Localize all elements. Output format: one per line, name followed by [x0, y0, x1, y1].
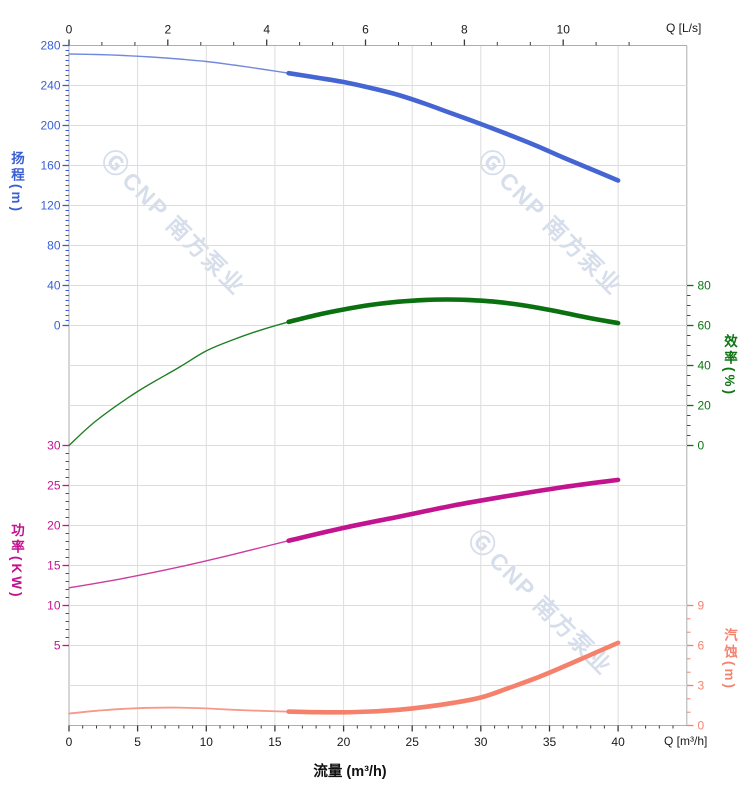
svg-text:20: 20 — [337, 735, 351, 749]
svg-text:6: 6 — [362, 23, 369, 37]
bottom-axis-unit-label: Q [m³/h] — [664, 734, 708, 748]
svg-text:0: 0 — [66, 735, 73, 749]
svg-text:25: 25 — [406, 735, 420, 749]
svg-text:0: 0 — [698, 719, 705, 733]
svg-text:80: 80 — [47, 239, 61, 253]
top-axis-unit-label: Q [L/s] — [666, 21, 702, 35]
power-axis-title: 功率(KW) — [9, 523, 24, 600]
head-axis-title: 扬程(m) — [9, 151, 24, 214]
svg-text:4: 4 — [263, 23, 270, 37]
svg-text:0: 0 — [66, 23, 73, 37]
svg-text:0: 0 — [698, 439, 705, 453]
svg-text:10: 10 — [200, 735, 214, 749]
svg-text:25: 25 — [47, 479, 61, 493]
head-curve — [68, 53, 621, 183]
svg-text:80: 80 — [698, 279, 712, 293]
efficiency-curve-duty — [286, 297, 621, 326]
power-axis: 30 25 20 15 10 5 — [47, 439, 69, 653]
svg-text:240: 240 — [40, 79, 60, 93]
svg-text:10: 10 — [47, 599, 61, 613]
svg-text:5: 5 — [134, 735, 141, 749]
svg-text:60: 60 — [698, 319, 712, 333]
gridlines — [68, 45, 688, 726]
svg-text:120: 120 — [40, 199, 60, 213]
svg-text:30: 30 — [47, 439, 61, 453]
npsh-axis-title: 汽蚀(m) — [722, 628, 737, 691]
head-curve-duty — [286, 70, 621, 183]
bottom-axis: 0 5 10 15 20 25 30 35 40 — [66, 725, 674, 749]
efficiency-axis-title: 效率(%) — [722, 334, 737, 397]
svg-text:40: 40 — [611, 735, 625, 749]
svg-text:200: 200 — [40, 119, 60, 133]
svg-text:160: 160 — [40, 159, 60, 173]
x-axis-title: 流量 (m³/h) — [313, 764, 387, 780]
svg-text:280: 280 — [40, 39, 60, 53]
svg-text:40: 40 — [47, 279, 61, 293]
svg-text:20: 20 — [47, 519, 61, 533]
svg-text:10: 10 — [557, 23, 571, 37]
power-curve — [68, 477, 621, 589]
power-curve-duty — [286, 477, 621, 543]
svg-text:20: 20 — [698, 399, 712, 413]
svg-text:0: 0 — [54, 319, 61, 333]
top-axis: 0 2 4 6 8 10 — [66, 23, 630, 46]
svg-text:6: 6 — [698, 639, 705, 653]
npsh-curve-duty — [286, 640, 621, 715]
efficiency-curve — [68, 297, 621, 447]
svg-text:8: 8 — [461, 23, 468, 37]
npsh-curve — [68, 640, 621, 715]
svg-text:15: 15 — [47, 559, 61, 573]
head-axis: 280 240 200 160 120 80 40 0 — [40, 39, 69, 333]
efficiency-axis: 80 60 40 20 0 — [687, 279, 711, 453]
svg-text:40: 40 — [698, 359, 712, 373]
svg-text:35: 35 — [543, 735, 557, 749]
svg-text:3: 3 — [698, 679, 705, 693]
svg-text:15: 15 — [268, 735, 282, 749]
svg-text:30: 30 — [474, 735, 488, 749]
svg-text:5: 5 — [54, 639, 61, 653]
svg-text:2: 2 — [164, 23, 171, 37]
npsh-axis: 9 6 3 0 — [687, 599, 705, 733]
svg-text:9: 9 — [698, 599, 705, 613]
